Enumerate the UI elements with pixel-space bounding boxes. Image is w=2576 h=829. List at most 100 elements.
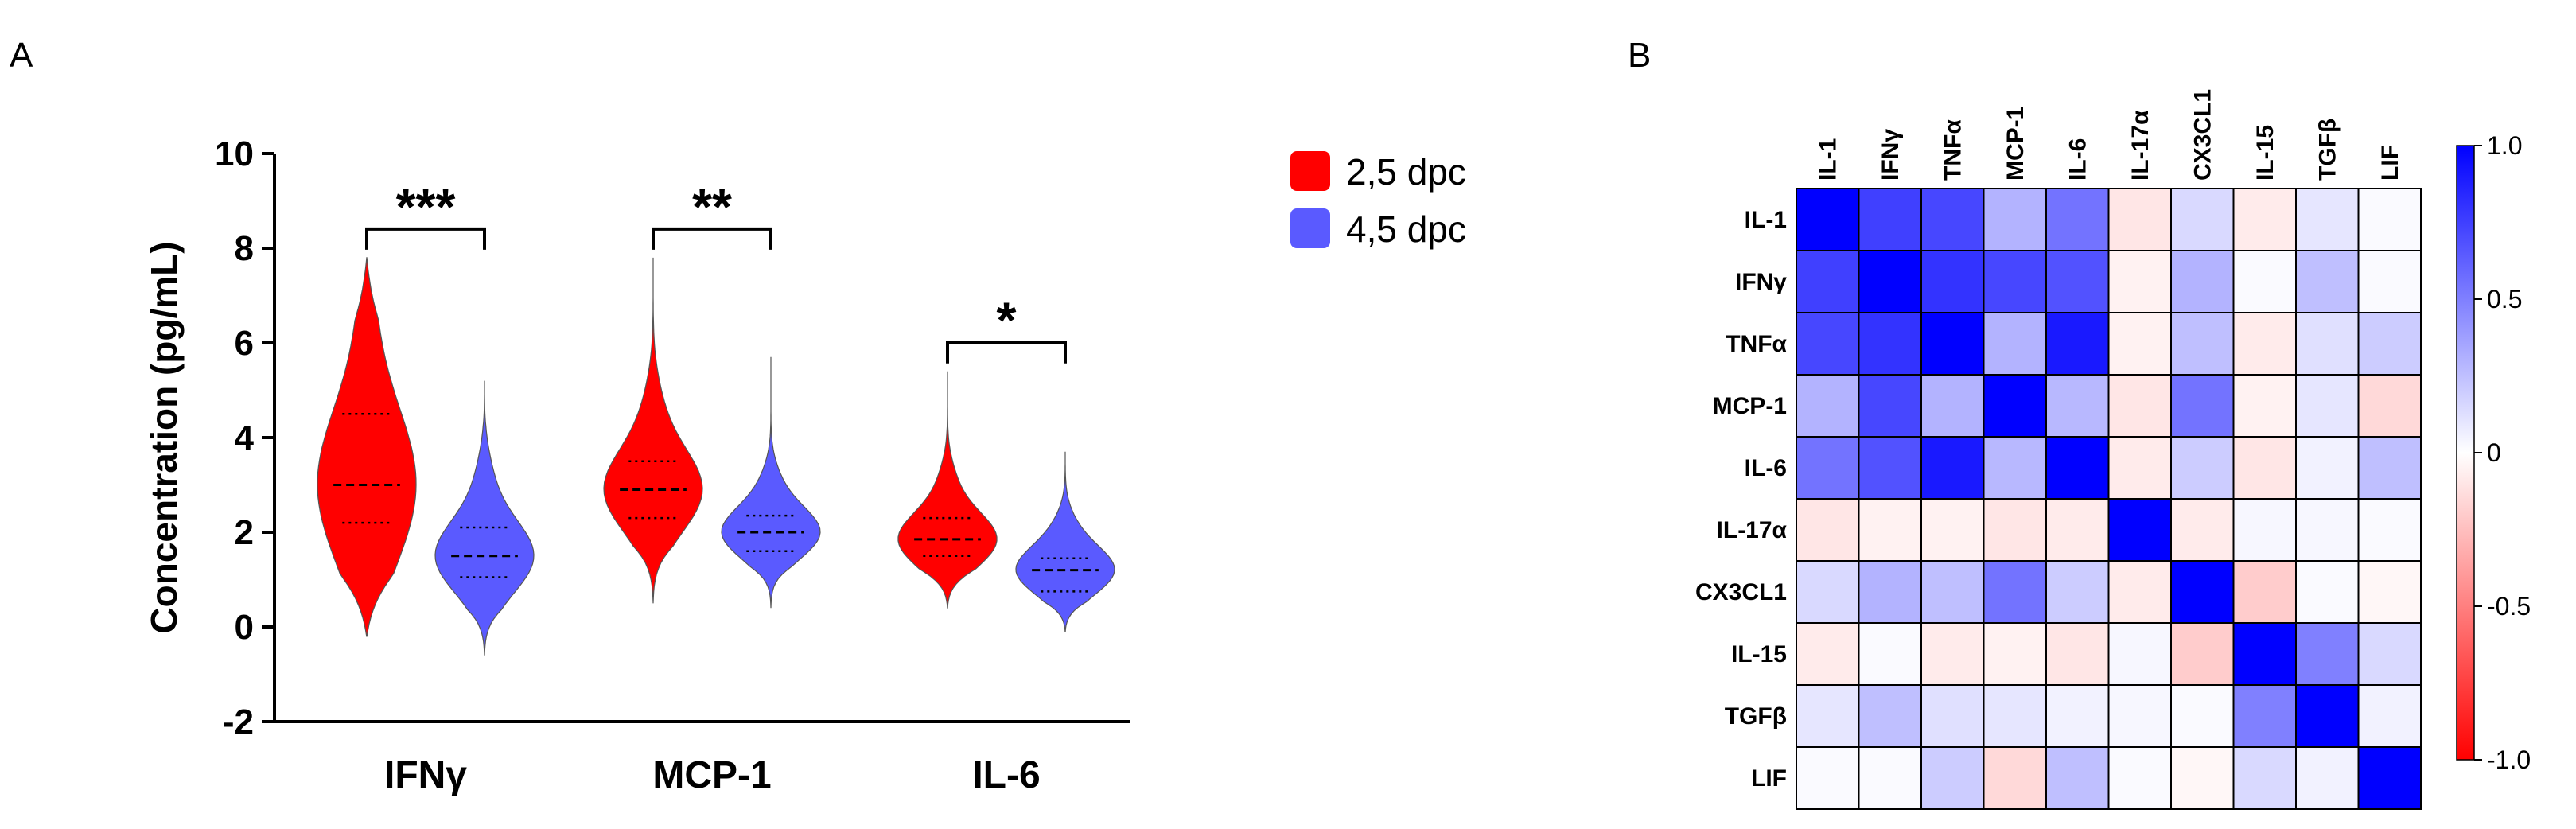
legend: 2,5 dpc 4,5 dpc [1290,151,1466,250]
heatmap-cell [2170,746,2235,810]
heatmap-cell [2295,498,2360,562]
x-tick-label: IL-6 [972,754,1040,796]
row-label: IL-6 [1745,455,1787,481]
heatmap-cell [2295,188,2360,251]
heatmap-cell [1983,684,2047,748]
heatmap-cell [1920,560,1985,624]
heatmap-cell [2357,250,2422,313]
heatmap-cell [1858,684,1922,748]
heatmap-cell [2295,622,2360,686]
heatmap-cell [2107,374,2172,438]
heatmap-cell [1920,374,1985,438]
heatmap-cell [2170,312,2235,376]
heatmap-cell [2357,374,2422,438]
column-label: IFNγ [1878,129,1904,181]
heatmap-cell [2357,188,2422,251]
y-tick-label: 8 [235,229,254,268]
heatmap-cell [1983,250,2047,313]
column-label: IL-1 [1815,138,1841,181]
row-label: LIF [1751,765,1787,792]
heatmap-cell [1796,746,1860,810]
column-label: MCP-1 [2002,107,2029,181]
heatmap-cell [1983,436,2047,500]
heatmap-cell [2295,374,2360,438]
row-label: IL-15 [1731,641,1787,667]
panel-label-b: B [1628,36,1651,75]
colorbar-tick-label: 1.0 [2487,131,2522,160]
heatmap-cell [1858,374,1922,438]
heatmap-cell [2357,622,2422,686]
heatmap-cell [2232,312,2297,376]
heatmap-cell [2170,684,2235,748]
heatmap-cell [2295,684,2360,748]
violin-a [897,371,998,609]
row-label: IL-17α [1717,517,1788,543]
heatmap-cell [1920,684,1985,748]
heatmap-cell [1858,498,1922,562]
heatmap-cell [1858,746,1922,810]
legend-label: 2,5 dpc [1346,151,1466,193]
significance-bracket [946,341,1067,364]
heatmap-cell [2170,374,2235,438]
y-tick-label: 0 [235,608,254,647]
heatmap-cell [2295,312,2360,376]
y-tick-label: 4 [235,418,255,457]
heatmap-cell [1796,436,1860,500]
heatmap-cell [2357,436,2422,500]
heatmap-cell [2170,498,2235,562]
heatmap-cell [1796,312,1860,376]
heatmap-cell [1983,622,2047,686]
column-label: TNFα [1940,119,1966,181]
legend-label: 4,5 dpc [1346,208,1466,250]
heatmap-cell [2232,436,2297,500]
heatmap-cell [1858,188,1922,251]
column-label: LIF [2377,145,2403,181]
violin-b [721,356,821,609]
significance-label: ** [692,178,732,235]
heatmap-cell [1858,312,1922,376]
colorbar-tick-label: -0.5 [2487,592,2531,621]
legend-swatch [1290,208,1330,248]
heatmap-cell [1920,250,1985,313]
heatmap-cell [2107,188,2172,251]
heatmap-cell [1858,250,1922,313]
heatmap-cell [2170,188,2235,251]
heatmap-cell [1796,684,1860,748]
heatmap-cell [2232,374,2297,438]
correlation-heatmap: IL-1 IFNγ TNFα MCP-1 IL-6 IL-17α CX3CL1 IL-15 TG… [1695,89,2531,810]
column-label: IL-17α [2127,110,2154,181]
heatmap-cell [2045,188,2110,251]
colorbar: 1.0 0.5 0 -0.5 -1.0 [2456,131,2531,774]
row-label: CX3CL1 [1695,579,1787,605]
row-label: TGFβ [1725,703,1787,730]
row-label: MCP-1 [1713,393,1787,419]
heatmap-cell [1858,560,1922,624]
heatmap-cell [2107,684,2172,748]
column-label: TGFβ [2314,119,2341,181]
y-axis-title-group: Concentration (pg/mL) [143,241,185,633]
violin-b [1015,451,1115,632]
heatmap-cell [1796,498,1860,562]
heatmap-cell [2357,560,2422,624]
colorbar-tick-label: 0.5 [2487,285,2522,313]
heatmap-cell [2232,498,2297,562]
heatmap-cell [1920,498,1985,562]
heatmap-cell [2107,560,2172,624]
heatmap-cell [1796,560,1860,624]
heatmap-cell [2232,560,2297,624]
heatmap-cell [2170,436,2235,500]
heatmap-cell [2232,622,2297,686]
violin-chart: Concentration (pg/mL) -20246810IFNγ***MC… [143,134,1466,796]
heatmap-cell [1796,188,1860,251]
heatmap-cell [1983,498,2047,562]
column-label: IL-6 [2064,138,2091,181]
heatmap-cell [1920,622,1985,686]
heatmap-cell [2170,560,2235,624]
significance-bracket [365,227,486,250]
heatmap-cell [2295,436,2360,500]
column-label: CX3CL1 [2189,89,2216,181]
heatmap-cell [1920,436,1985,500]
heatmap-cell [2045,498,2110,562]
heatmap-cell [2045,312,2110,376]
